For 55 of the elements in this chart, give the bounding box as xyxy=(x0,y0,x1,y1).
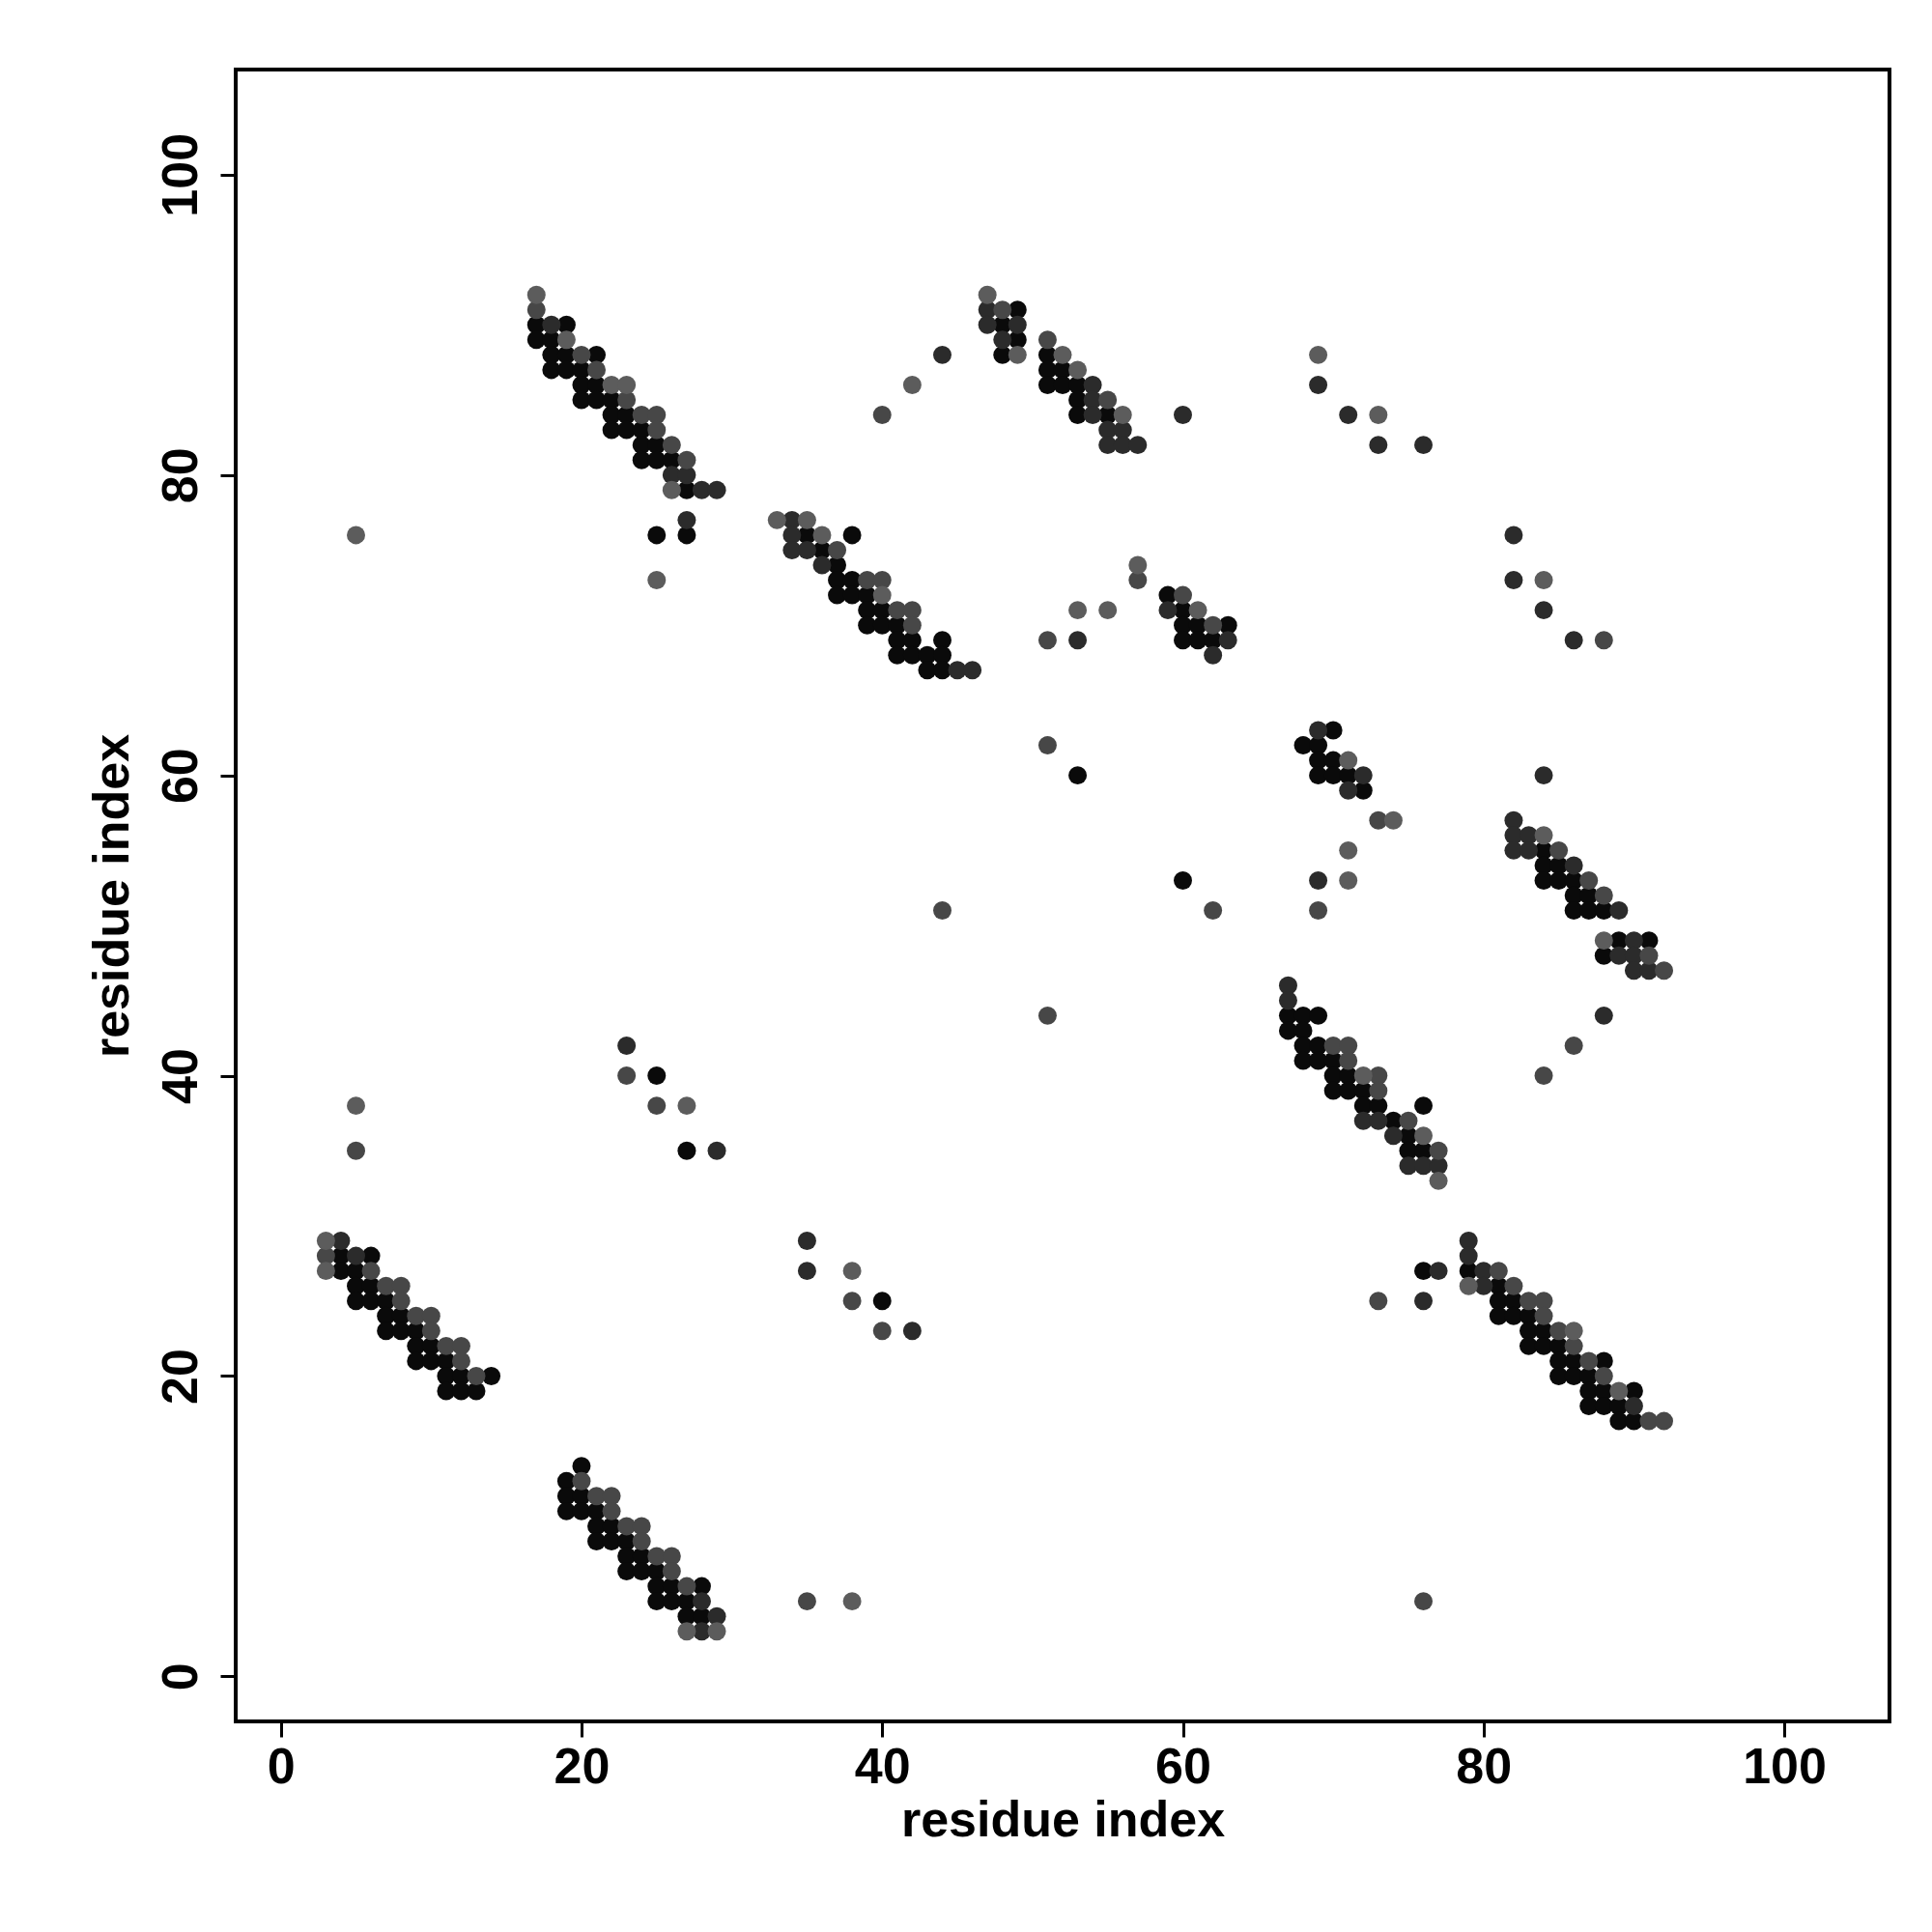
point xyxy=(1068,601,1088,620)
point xyxy=(1309,345,1328,364)
point xyxy=(1128,555,1148,575)
point xyxy=(1353,1066,1373,1086)
point xyxy=(1459,1276,1478,1295)
y-axis-title: residue index xyxy=(82,733,139,1059)
point xyxy=(316,1232,335,1251)
point xyxy=(1609,1381,1629,1401)
point xyxy=(842,1262,862,1281)
point xyxy=(872,585,892,605)
point xyxy=(602,375,621,394)
point xyxy=(347,526,365,545)
point xyxy=(842,1592,862,1611)
point xyxy=(1008,345,1027,364)
point xyxy=(556,330,576,350)
y-tick-label: 60 xyxy=(151,748,208,805)
point xyxy=(1339,840,1358,860)
point xyxy=(677,1622,696,1641)
point xyxy=(978,285,997,304)
point xyxy=(1414,1126,1434,1146)
point xyxy=(347,1096,365,1116)
x-tick-label: 100 xyxy=(1743,1737,1827,1794)
point xyxy=(526,285,546,304)
point xyxy=(1594,931,1613,951)
point xyxy=(677,1096,696,1116)
point xyxy=(316,1262,335,1281)
point xyxy=(1369,406,1388,425)
point xyxy=(767,510,786,529)
point xyxy=(1564,1321,1583,1341)
point xyxy=(1068,360,1088,380)
y-tick-label: 0 xyxy=(151,1662,208,1691)
point xyxy=(1188,601,1208,620)
y-tick-label: 100 xyxy=(151,132,208,217)
y-tick-label: 20 xyxy=(151,1349,208,1405)
x-tick-label: 0 xyxy=(267,1737,296,1794)
x-tick-label: 20 xyxy=(554,1737,611,1794)
point xyxy=(1098,601,1118,620)
point xyxy=(797,510,816,529)
y-tick-label: 80 xyxy=(151,447,208,504)
point xyxy=(1534,826,1553,845)
point xyxy=(662,480,681,499)
point xyxy=(617,375,637,394)
x-tick-label: 80 xyxy=(1456,1737,1513,1794)
point xyxy=(902,375,922,394)
point xyxy=(1113,406,1132,425)
point xyxy=(1383,810,1403,830)
point xyxy=(1339,870,1358,890)
point xyxy=(647,571,667,590)
point xyxy=(1339,751,1358,770)
point xyxy=(812,526,832,545)
point xyxy=(707,1622,726,1641)
point xyxy=(1534,571,1553,590)
point xyxy=(1053,345,1072,364)
point xyxy=(1429,1171,1448,1190)
y-tick-label: 40 xyxy=(151,1048,208,1104)
